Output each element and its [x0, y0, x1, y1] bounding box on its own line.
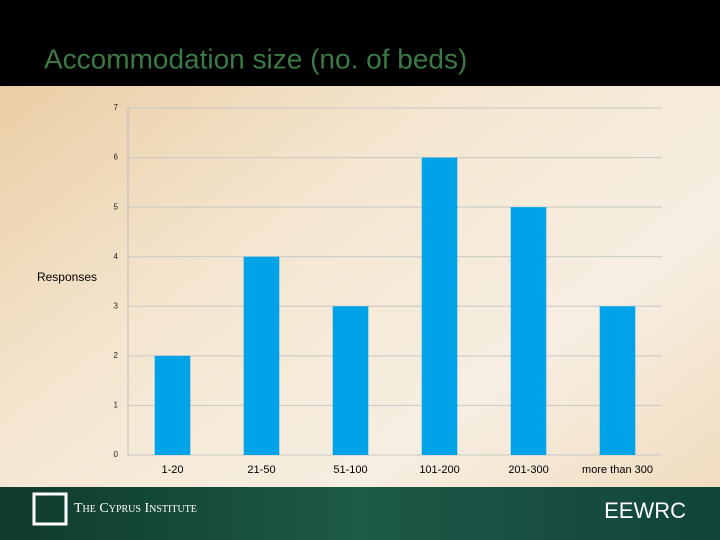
- footer-left: The Cyprus Institute: [74, 501, 197, 516]
- y-axis-label: Responses: [37, 270, 97, 284]
- y-tick-label: 5: [114, 202, 119, 211]
- y-tick-label: 0: [114, 450, 119, 459]
- header-band: [0, 0, 720, 86]
- bar: [421, 157, 458, 456]
- plot: 0 1 2 3 4 5 6 7 1-20 21-50 51-100 101-200 201-300 mor…: [114, 103, 662, 476]
- chart-title: Accommodation size (no. of beds): [44, 43, 467, 74]
- bar: [599, 306, 636, 455]
- bar: [332, 306, 369, 455]
- footer-band: [0, 487, 720, 540]
- footer-right: EEWRC: [604, 498, 686, 523]
- y-tick-label: 3: [114, 301, 119, 310]
- x-tick-label: 21-50: [247, 464, 275, 476]
- bar: [243, 256, 280, 455]
- x-tick-label: 51-100: [333, 464, 367, 476]
- y-tick-label: 6: [114, 153, 119, 162]
- x-tick-label: 1-20: [161, 464, 183, 476]
- logo-icon: [32, 492, 68, 526]
- bar: [510, 207, 547, 455]
- bar: [154, 355, 191, 455]
- y-tick-label: 7: [114, 103, 119, 112]
- x-tick-label: more than 300: [582, 464, 653, 476]
- x-tick-label: 201-300: [508, 464, 548, 476]
- x-tick-label: 101-200: [419, 464, 459, 476]
- y-tick-label: 4: [114, 252, 119, 261]
- y-tick-label: 2: [114, 351, 119, 360]
- y-tick-label: 1: [114, 401, 119, 410]
